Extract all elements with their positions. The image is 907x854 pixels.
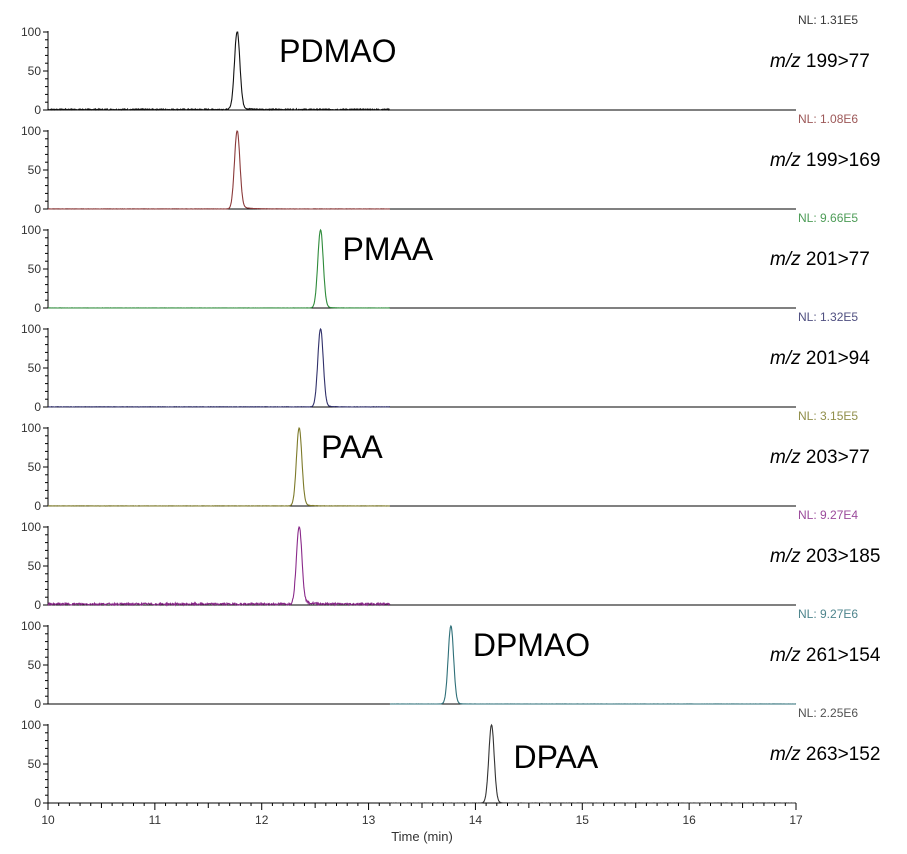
panel: 0 50 100 NL: 9.27E6 m/z 261>154 DPMAO [21, 607, 881, 711]
panel: 0 50 100 NL: 1.08E6 m/z 199>169 [21, 112, 880, 216]
compound-label: DPAA [513, 739, 598, 775]
transition-prefix: m/z [770, 249, 801, 270]
y-tick-label: 50 [28, 361, 42, 375]
transition-prefix: m/z [770, 51, 801, 72]
x-tick-label: 15 [576, 813, 590, 827]
transition-value: 261>154 [801, 645, 881, 666]
transition-label: m/z 263>152 [770, 744, 880, 765]
compound-label: PMAA [342, 231, 433, 267]
y-tick-label: 50 [28, 559, 42, 573]
nl-label: NL: 2.25E6 [798, 706, 858, 720]
transition-label: m/z 261>154 [770, 645, 881, 666]
nl-label: NL: 1.31E5 [798, 13, 858, 27]
compound-label: PDMAO [279, 33, 396, 69]
compound-label: DPMAO [473, 627, 590, 663]
panel: 0 50 100 NL: 9.66E5 m/z 201>77 PMAA [21, 211, 870, 315]
transition-prefix: m/z [770, 150, 801, 171]
transition-label: m/z 201>77 [770, 249, 870, 270]
x-tick-label: 13 [362, 813, 376, 827]
transition-prefix: m/z [770, 546, 801, 567]
transition-label: m/z 199>77 [770, 51, 870, 72]
x-tick-label: 12 [255, 813, 269, 827]
y-tick-label: 0 [34, 598, 41, 612]
nl-label: NL: 9.27E6 [798, 607, 858, 621]
nl-label: NL: 9.27E4 [798, 508, 858, 522]
x-tick-label: 16 [682, 813, 696, 827]
panel: 0 50 100 NL: 1.32E5 m/z 201>94 [21, 310, 870, 414]
series-trace [47, 130, 390, 210]
x-tick-label: 10 [41, 813, 55, 827]
transition-label: m/z 203>77 [770, 447, 870, 468]
transition-label: m/z 203>185 [770, 546, 880, 567]
y-tick-label: 100 [21, 421, 41, 435]
nl-label: NL: 3.15E5 [798, 409, 858, 423]
panel: 0 50 100 NL: 1.31E5 m/z 199>77 PDMAO [21, 13, 870, 117]
panel: 0 50 100 NL: 9.27E4 m/z 203>185 [21, 508, 880, 612]
y-tick-label: 100 [21, 520, 41, 534]
y-tick-label: 50 [28, 262, 42, 276]
series-trace [389, 723, 797, 804]
series-trace [47, 31, 391, 112]
y-tick-label: 0 [34, 499, 41, 513]
series-trace [47, 426, 391, 507]
compound-label: PAA [321, 429, 383, 465]
nl-label: NL: 9.66E5 [798, 211, 858, 225]
transition-prefix: m/z [770, 645, 801, 666]
y-tick-label: 100 [21, 322, 41, 336]
y-tick-label: 100 [21, 25, 41, 39]
y-tick-label: 100 [21, 718, 41, 732]
transition-value: 203>185 [801, 546, 881, 567]
panels-group: 0 50 100 NL: 1.31E5 m/z 199>77 PDMAO 0 50 100 NL:… [21, 13, 881, 810]
y-tick-label: 50 [28, 460, 42, 474]
series-trace [48, 228, 390, 309]
transition-label: m/z 201>94 [770, 348, 870, 369]
y-tick-label: 0 [34, 796, 41, 810]
x-tick-label: 11 [149, 813, 162, 827]
transition-value: 203>77 [801, 447, 870, 468]
y-tick-label: 0 [34, 103, 41, 117]
y-tick-label: 0 [34, 400, 41, 414]
transition-value: 263>152 [801, 744, 881, 765]
y-tick-label: 100 [21, 223, 41, 237]
series-trace [47, 525, 391, 607]
y-tick-label: 50 [28, 757, 42, 771]
panel: 0 50 100 NL: 2.25E6 m/z 263>152 DPAA [21, 706, 880, 810]
transition-value: 199>77 [801, 51, 870, 72]
y-tick-label: 0 [34, 697, 41, 711]
transition-prefix: m/z [770, 447, 801, 468]
transition-prefix: m/z [770, 744, 801, 765]
transition-value: 201>94 [801, 348, 871, 369]
transition-value: 201>77 [801, 249, 870, 270]
x-axis: 10 11 12 13 14 15 16 17 [41, 803, 803, 827]
y-tick-label: 0 [34, 202, 41, 216]
transition-label: m/z 199>169 [770, 150, 880, 171]
y-tick-label: 100 [21, 124, 41, 138]
y-tick-label: 50 [28, 163, 42, 177]
y-tick-label: 50 [28, 64, 42, 78]
nl-label: NL: 1.08E6 [798, 112, 858, 126]
y-tick-label: 100 [21, 619, 41, 633]
panel: 0 50 100 NL: 3.15E5 m/z 203>77 PAA [21, 409, 870, 513]
series-trace [47, 327, 390, 408]
x-tick-label: 17 [789, 813, 803, 827]
y-tick-label: 50 [28, 658, 42, 672]
transition-value: 199>169 [801, 150, 881, 171]
x-axis-label: Time (min) [391, 829, 453, 844]
nl-label: NL: 1.32E5 [798, 310, 858, 324]
x-tick-label: 14 [469, 813, 483, 827]
series-trace [389, 624, 797, 705]
y-tick-label: 0 [34, 301, 41, 315]
transition-prefix: m/z [770, 348, 801, 369]
